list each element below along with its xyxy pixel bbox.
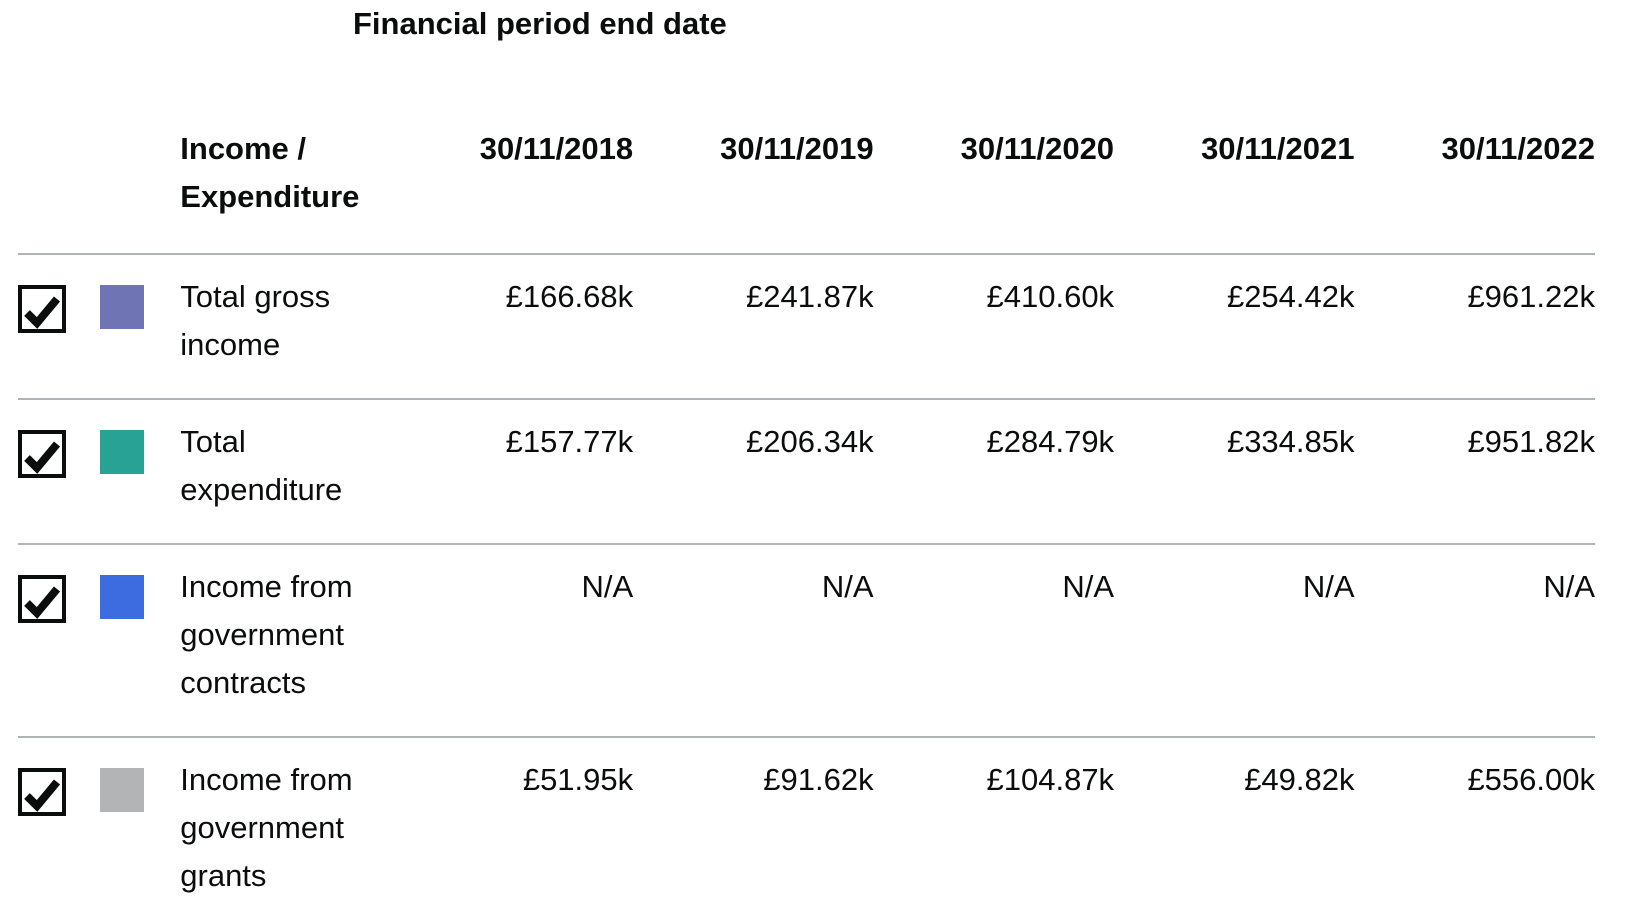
value-cell: £49.82k	[1114, 737, 1355, 918]
series-checkbox[interactable]	[18, 575, 66, 623]
header-swatch-spacer	[100, 125, 163, 255]
check-icon	[24, 296, 61, 329]
value-cell: £284.79k	[873, 399, 1115, 545]
value-cell: £166.68k	[392, 254, 634, 400]
column-header-date: 30/11/2020	[873, 125, 1115, 255]
value-cell: £556.00k	[1354, 737, 1595, 918]
value-cell: N/A	[1354, 544, 1595, 738]
value-cell: £206.34k	[633, 399, 874, 545]
header-row: Income / Expenditure 30/11/2018 30/11/20…	[18, 125, 1595, 255]
header-checkbox-spacer	[18, 125, 101, 255]
column-header-date: 30/11/2021	[1114, 125, 1355, 255]
series-checkbox[interactable]	[18, 430, 66, 478]
check-icon	[24, 441, 61, 474]
value-cell: £241.87k	[633, 254, 874, 400]
table-row-total-expenditure: Total expenditure £157.77k £206.34k £284…	[18, 399, 1595, 545]
series-checkbox[interactable]	[18, 285, 66, 333]
value-cell: £51.95k	[392, 737, 634, 918]
column-header-date: 30/11/2019	[633, 125, 874, 255]
column-header-date: 30/11/2018	[392, 125, 634, 255]
column-header-date: 30/11/2022	[1354, 125, 1595, 255]
series-label: Income from government contracts	[162, 544, 393, 738]
series-checkbox[interactable]	[18, 768, 66, 816]
series-color-swatch	[100, 768, 145, 812]
series-label: Income from government grants	[162, 737, 393, 918]
financial-period-end-date-title: Financial period end date	[353, 6, 727, 41]
value-cell: N/A	[392, 544, 634, 738]
table-row-income-government-contracts: Income from government contracts N/A N/A…	[18, 544, 1595, 738]
value-cell: £410.60k	[873, 254, 1115, 400]
value-cell: £91.62k	[633, 737, 874, 918]
table-row-income-government-grants: Income from government grants £51.95k £9…	[18, 737, 1595, 918]
value-cell: £334.85k	[1114, 399, 1355, 545]
table-row-total-gross-income: Total gross income £166.68k £241.87k £41…	[18, 254, 1595, 400]
financial-history-table: Income / Expenditure 30/11/2018 30/11/20…	[18, 125, 1595, 918]
check-icon	[24, 586, 61, 619]
column-header-income-expenditure: Income / Expenditure	[162, 125, 393, 255]
series-label: Total expenditure	[162, 399, 393, 545]
value-cell: N/A	[873, 544, 1115, 738]
value-cell: £254.42k	[1114, 254, 1355, 400]
series-label: Total gross income	[162, 254, 393, 400]
value-cell: N/A	[633, 544, 874, 738]
series-color-swatch	[100, 285, 145, 329]
series-color-swatch	[100, 430, 145, 474]
check-icon	[24, 779, 61, 812]
value-cell: N/A	[1114, 544, 1355, 738]
value-cell: £961.22k	[1354, 254, 1595, 400]
value-cell: £157.77k	[392, 399, 634, 545]
series-color-swatch	[100, 575, 145, 619]
value-cell: £951.82k	[1354, 399, 1595, 545]
value-cell: £104.87k	[873, 737, 1115, 918]
